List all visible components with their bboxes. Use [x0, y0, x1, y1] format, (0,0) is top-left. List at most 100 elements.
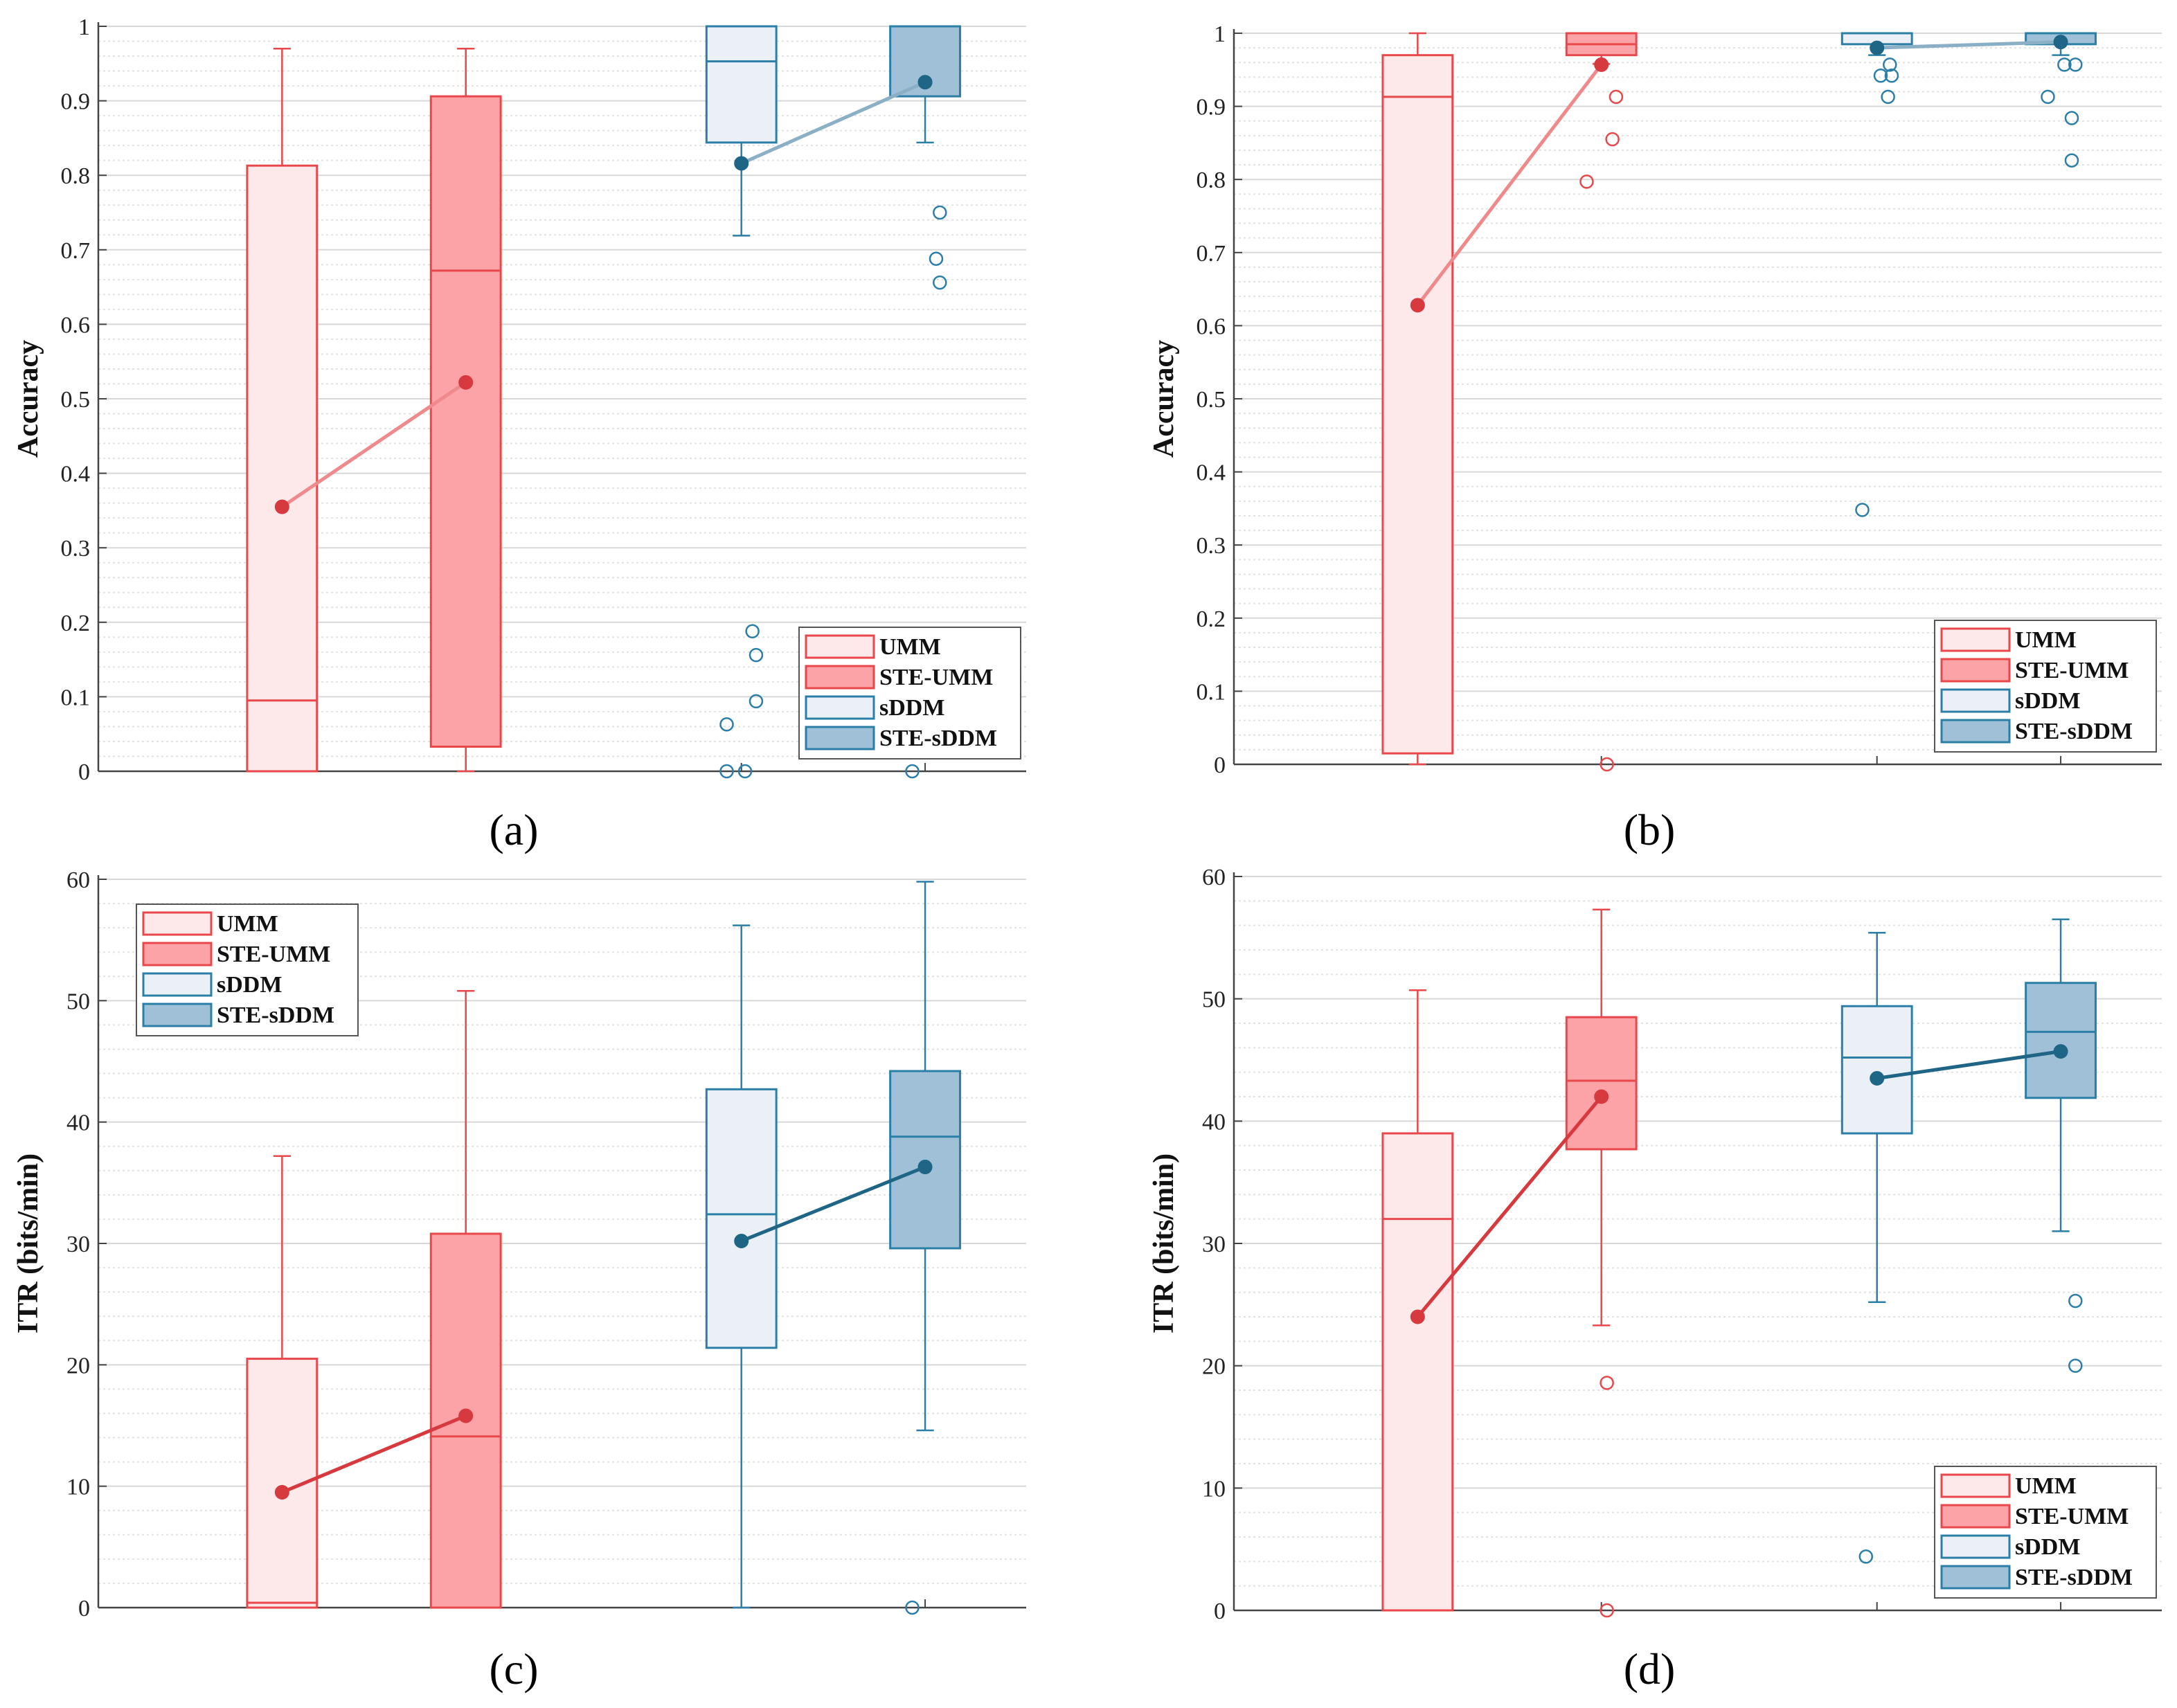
box-sddm [705, 924, 778, 1609]
legend-swatch [142, 1003, 213, 1027]
outlier-point [2057, 57, 2072, 72]
outlier-point [749, 694, 764, 709]
mean-line-sddm [1876, 1050, 2061, 1080]
mean-line-umm [280, 381, 467, 509]
legend-label: STE-sDDM [2015, 719, 2133, 744]
chart-panel-1: 0 0.1 0.2 0.3 0.4 0.5 0.6 0.7 0.8 0.9 1 Accuracy UMM… [12, 15, 1026, 854]
legend-label: STE-UMM [2015, 1504, 2129, 1529]
y-tick-label: 0.6 [61, 312, 91, 338]
legend: UMM STE-UMM sDDM STE-sDDM [798, 627, 1021, 759]
outlier-point [905, 764, 920, 779]
outlier-point [2064, 111, 2079, 125]
box-umm [1381, 32, 1454, 766]
mean-point [734, 156, 749, 171]
legend-swatch [805, 695, 875, 720]
mean-line-sddm [740, 1165, 926, 1243]
box-ste-sddm [2025, 32, 2097, 168]
mean-point [274, 1484, 289, 1500]
outlier-point [2068, 1358, 2083, 1373]
legend-label: sDDM [2015, 1534, 2080, 1560]
outlier-point [1884, 68, 1899, 83]
legend-label: STE-sDDM [879, 726, 997, 751]
outlier-point [1883, 57, 1897, 72]
legend-label: UMM [2015, 1473, 2077, 1499]
box-body [1565, 1016, 1638, 1151]
y-tick-label: 0.3 [1197, 533, 1226, 559]
y-tick-label: 0 [78, 759, 90, 785]
legend-label: sDDM [217, 972, 282, 998]
outlier-point [2064, 153, 2079, 168]
outlier-point [1605, 132, 1620, 147]
chart-panel-2: 0 0.1 0.2 0.3 0.4 0.5 0.6 0.7 0.8 0.9 1 Accuracy UMM… [1148, 21, 2162, 854]
y-tick-label: 0.5 [1197, 387, 1226, 413]
panel-caption: (d) [1624, 1644, 1676, 1693]
box-body [705, 25, 778, 144]
legend: UMM STE-UMM sDDM STE-sDDM [136, 904, 359, 1036]
chart-panel-3: 0 10 20 30 40 50 60 ITR (bits/min) UMM STE-UMM sDD… [12, 868, 1026, 1693]
legend-swatch [1940, 1473, 2011, 1498]
y-tick-label: 0 [1214, 753, 1226, 778]
outlier-point [2041, 89, 2055, 105]
mean-point [2053, 1044, 2068, 1059]
outlier-point [905, 1600, 920, 1615]
mean-point [1870, 40, 1885, 55]
outlier-point [2068, 57, 2083, 72]
box-umm [1381, 989, 1454, 1612]
box-umm [246, 48, 319, 773]
y-tick-label: 0.6 [1197, 314, 1226, 339]
legend-swatch [805, 726, 875, 750]
y-tick-label: 0.7 [1197, 241, 1226, 267]
box-body [705, 1088, 778, 1349]
y-tick-label: 0.2 [61, 611, 91, 636]
legend: UMM STE-UMM sDDM STE-sDDM [1934, 1466, 2157, 1599]
legend-label: STE-UMM [2015, 658, 2129, 683]
mean-point [1410, 298, 1425, 313]
y-tick-label: 0.9 [1197, 95, 1226, 120]
legend-swatch [1940, 658, 2011, 683]
box-body [429, 95, 502, 748]
outlier-point [2068, 1293, 2083, 1309]
outlier-point [1855, 503, 1870, 517]
legend-label: UMM [879, 634, 941, 660]
outlier-point [1579, 174, 1594, 189]
y-tick-label: 10 [1202, 1476, 1226, 1502]
box-ste-sddm [889, 881, 961, 1615]
outlier-point [1600, 1603, 1614, 1618]
legend-swatch [142, 911, 213, 936]
mean-point [458, 1408, 474, 1423]
legend-label: UMM [2015, 627, 2077, 653]
y-tick-label: 40 [1202, 1109, 1226, 1135]
y-tick-label: 60 [66, 868, 90, 893]
y-axis-label: ITR (bits/min) [1148, 1153, 1180, 1333]
legend-swatch [142, 942, 213, 967]
legend-label: UMM [217, 911, 278, 937]
mean-line-umm [281, 1414, 467, 1494]
y-tick-label: 50 [66, 989, 90, 1014]
outlier-point [749, 647, 764, 663]
y-axis-label: Accuracy [12, 340, 44, 458]
outlier-point [1873, 68, 1888, 83]
mean-line-sddm [1876, 40, 2061, 50]
chart-panel-4: 0 10 20 30 40 50 60 ITR (bits/min) UMM STE-UMM sDD… [1148, 865, 2162, 1693]
y-tick-label: 20 [1202, 1354, 1226, 1380]
y-tick-label: 10 [66, 1475, 90, 1500]
mean-point [1594, 1089, 1609, 1104]
y-tick-label: 0.4 [61, 462, 91, 487]
legend-label: sDDM [2015, 688, 2080, 714]
box-ste-umm [429, 48, 502, 773]
box-sddm [1840, 32, 1913, 517]
mean-point [917, 1160, 933, 1175]
legend-swatch [1940, 1534, 2011, 1559]
y-tick-label: 0 [78, 1596, 90, 1621]
y-tick-label: 30 [1202, 1232, 1226, 1257]
y-tick-label: 30 [66, 1232, 90, 1257]
mean-point [734, 1233, 749, 1248]
y-tick-label: 0.7 [61, 238, 91, 264]
y-tick-label: 20 [66, 1353, 90, 1378]
outlier-point [737, 764, 753, 779]
y-tick-label: 1 [1214, 21, 1226, 47]
box-ste-sddm [2025, 918, 2097, 1373]
panel-caption: (c) [489, 1644, 538, 1693]
outlier-point [719, 764, 734, 779]
y-axis-label: Accuracy [1148, 340, 1180, 458]
